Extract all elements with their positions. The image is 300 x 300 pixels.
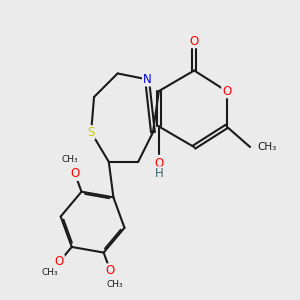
Text: O: O bbox=[190, 34, 199, 48]
Text: CH₃: CH₃ bbox=[42, 268, 58, 278]
Text: CH₃: CH₃ bbox=[107, 280, 124, 289]
Text: O: O bbox=[222, 85, 231, 98]
Text: O: O bbox=[70, 167, 80, 180]
Text: O: O bbox=[106, 264, 115, 277]
Text: H: H bbox=[154, 167, 163, 180]
Text: CH₃: CH₃ bbox=[61, 155, 78, 164]
Text: O: O bbox=[55, 255, 64, 268]
Text: N: N bbox=[143, 73, 152, 86]
Text: S: S bbox=[87, 126, 95, 139]
Text: CH₃: CH₃ bbox=[257, 142, 277, 152]
Text: O: O bbox=[154, 157, 164, 170]
